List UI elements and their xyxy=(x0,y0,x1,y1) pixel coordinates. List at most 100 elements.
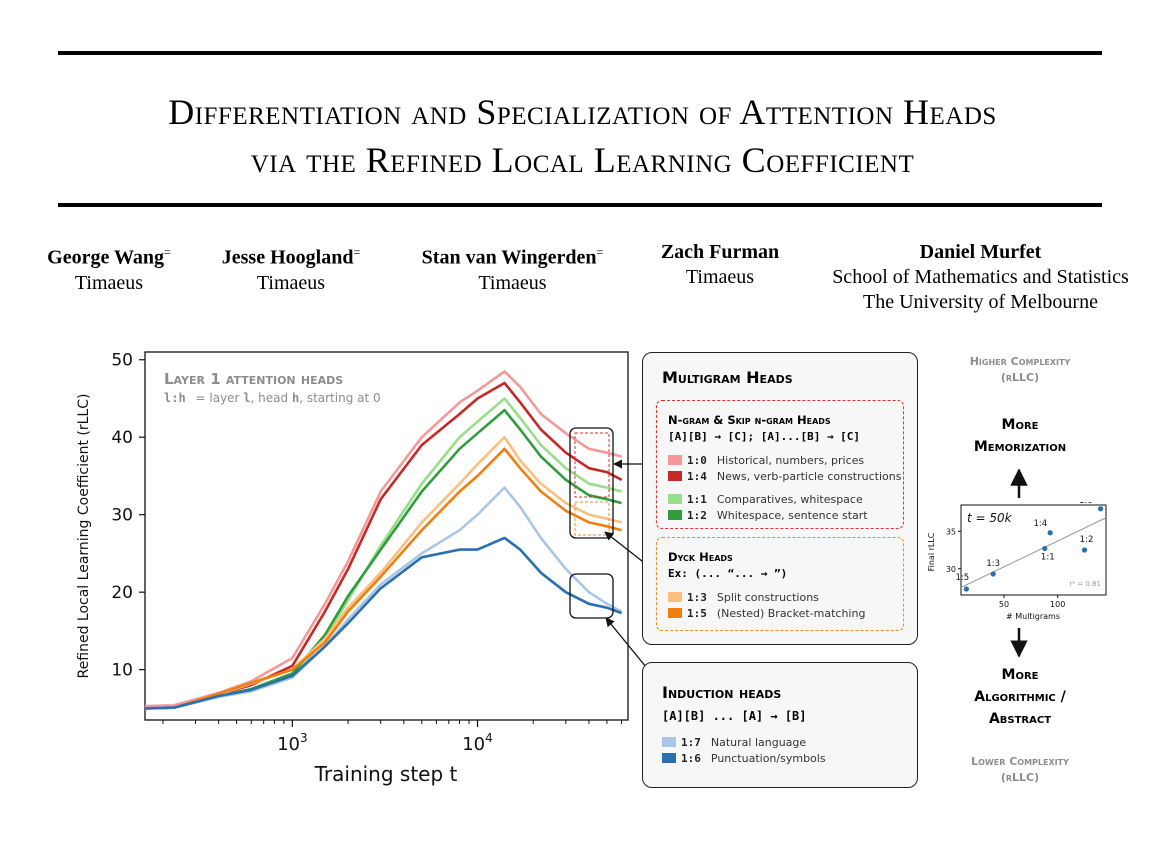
legend-swatch xyxy=(668,592,682,602)
y-axis-ticks: 10 20 30 40 50 xyxy=(111,351,145,681)
scatter-point-1-3 xyxy=(990,571,996,577)
author-affiliation-2: The University of Melbourne xyxy=(863,291,1098,313)
author-2: Jesse Hoogland= Timaeus xyxy=(205,240,377,296)
rllc-line-chart: 10 20 30 40 50 103 104 Layer 1 attention head… xyxy=(76,351,629,786)
multigram-scatter-chart: 1:0 1:4 1:1 1:2 1:3 1:5 30 35 50 100 t = 50k r² … xyxy=(927,502,1107,621)
y-tick-label: 40 xyxy=(111,428,133,448)
trend-line xyxy=(960,517,1107,588)
dyck-title: Dyck Heads xyxy=(668,550,733,564)
legend-swatch xyxy=(668,510,682,520)
scatter-x-tick-label: 50 xyxy=(999,600,1009,609)
scatter-r2: r² = 0.81 xyxy=(1069,580,1101,588)
scatter-point-label: 1:5 xyxy=(956,573,970,583)
scatter-point-1-0 xyxy=(1098,506,1104,512)
bottom-rule xyxy=(58,203,1102,207)
paper-title-line-1: Differentiation and Specialization of At… xyxy=(168,92,997,132)
multigram-heads-box: Multigram Heads N-gram & Skip n-gram Hea… xyxy=(642,352,918,645)
x-axis-label: Training step t xyxy=(314,762,458,786)
induction-callout xyxy=(569,573,614,619)
scatter-point-label: 1:1 xyxy=(1041,553,1055,563)
scatter-y-tick-label: 35 xyxy=(946,527,956,536)
author-name: Daniel Murfet xyxy=(919,241,1042,263)
induction-legend: 1:7 Natural language 1:6 Punctuation/symbo… xyxy=(662,734,826,766)
author-name: Stan van Wingerden xyxy=(421,246,597,269)
induction-heads-box: Induction heads [A][B] ... [A] → [B] 1:7… xyxy=(642,662,918,788)
x-axis-ticks: 103 104 xyxy=(162,720,623,755)
scatter-point-label: 1:4 xyxy=(1033,519,1047,529)
author-3: Stan van Wingerden= Timaeus xyxy=(395,240,630,296)
author-name: Jesse Hoogland xyxy=(221,246,354,269)
legend-item: 1:0 Historical, numbers, prices xyxy=(668,452,901,468)
author-4: Zach Furman Timaeus xyxy=(640,240,800,290)
y-tick-label: 30 xyxy=(111,506,133,526)
legend-item: 1:3 Split constructions xyxy=(668,589,865,605)
author-affiliation: Timaeus xyxy=(685,266,755,288)
scatter-frame xyxy=(960,504,1107,596)
more-memorization-label: More Memorization xyxy=(973,417,1067,455)
x-tick-label: 104 xyxy=(462,731,493,755)
annotation-desc: l:h = layer l, head h, starting at 0 xyxy=(164,391,381,405)
author-name: George Wang xyxy=(47,246,165,269)
legend-swatch xyxy=(668,494,682,504)
scatter-x-tick-label: 100 xyxy=(1050,600,1065,609)
higher-complexity-label: Higher Complexity (rLLC) xyxy=(969,355,1071,384)
author-name: Zach Furman xyxy=(660,241,780,263)
dyck-rule: Ex: (... “... → ”) xyxy=(668,567,788,580)
scatter-point-1-1 xyxy=(1042,545,1048,552)
scatter-points: 1:0 1:4 1:1 1:2 1:3 1:5 xyxy=(956,502,1104,592)
scatter-point-label: 1:3 xyxy=(986,559,1000,569)
induction-title: Induction heads xyxy=(662,683,782,702)
scatter-annotation: t = 50k xyxy=(967,511,1013,525)
legend-swatch xyxy=(668,455,682,465)
author-affiliation: Timaeus xyxy=(74,271,144,294)
scatter-point-label: 1:0 xyxy=(1079,502,1093,506)
scatter-ticks: 30 35 50 100 xyxy=(946,527,1065,609)
y-axis-label: Refined Local Learning Coefficient (rLLC… xyxy=(76,394,92,679)
x-tick-label: 103 xyxy=(277,731,308,755)
y-tick-label: 20 xyxy=(111,583,133,603)
dyck-dashed-region xyxy=(574,501,610,536)
author-1: George Wang= Timaeus xyxy=(20,240,198,296)
legend-item: 1:1 Comparatives, whitespace xyxy=(668,491,901,507)
legend-swatch xyxy=(662,753,676,763)
multigram-callout xyxy=(569,427,614,539)
legend-item: 1:4 News, verb-particle constructions xyxy=(668,468,901,484)
legend-swatch xyxy=(668,471,682,481)
more-algorithmic-label: More Algorithmic / Abstract xyxy=(974,667,1066,727)
ngram-section: N-gram & Skip n-gram Heads [A][B] → [C];… xyxy=(656,400,904,529)
scatter-point-label: 1:2 xyxy=(1080,535,1094,545)
plot-frame xyxy=(144,351,629,721)
ngram-legend: 1:0 Historical, numbers, prices 1:4 News, … xyxy=(668,452,901,523)
top-rule xyxy=(58,51,1102,55)
legend-item: 1:2 Whitespace, sentence start xyxy=(668,507,901,523)
scatter-point-1-2 xyxy=(1081,547,1088,553)
dyck-section: Dyck Heads Ex: (... “... → ”) 1:3 Split c… xyxy=(656,537,904,631)
lower-complexity-label: Lower Complexity (rLLC) xyxy=(971,755,1069,784)
ngram-rule: [A][B] → [C]; [A]...[B] → [C] xyxy=(668,430,861,443)
author-affiliation: School of Mathematics and Statistics xyxy=(832,266,1129,288)
ngram-title: N-gram & Skip n-gram Heads xyxy=(668,413,831,427)
equal-contribution-mark: = xyxy=(353,245,361,259)
legend-swatch xyxy=(662,737,676,747)
dyck-legend: 1:3 Split constructions 1:5 (Nested) Brack… xyxy=(668,589,865,621)
ngram-dashed-region xyxy=(574,432,610,498)
induction-rule: [A][B] ... [A] → [B] xyxy=(662,709,807,723)
legend-item: 1:6 Punctuation/symbols xyxy=(662,750,826,766)
scatter-y-label: Final rLLC xyxy=(927,532,936,571)
scatter-point-1-4 xyxy=(1047,530,1053,536)
scatter-point-1-5 xyxy=(963,586,969,592)
multigram-title: Multigram Heads xyxy=(662,368,793,387)
legend-item: 1:5 (Nested) Bracket-matching xyxy=(668,605,865,621)
author-5: Daniel Murfet School of Mathematics and … xyxy=(808,240,1153,315)
author-affiliation: Timaeus xyxy=(256,271,326,294)
legend-swatch xyxy=(668,608,682,618)
y-tick-label: 10 xyxy=(111,661,133,681)
equal-contribution-mark: = xyxy=(596,245,604,259)
legend-item: 1:7 Natural language xyxy=(662,734,826,750)
author-affiliation: Timaeus xyxy=(478,271,547,294)
annotation-title: Layer 1 attention heads xyxy=(164,370,343,388)
paper-title-line-2: via the Refined Local Learning Coefficie… xyxy=(250,140,915,180)
trend-line-segment xyxy=(960,517,1107,588)
y-tick-label: 50 xyxy=(111,351,133,371)
scatter-x-label: # Multigrams xyxy=(1006,612,1060,621)
